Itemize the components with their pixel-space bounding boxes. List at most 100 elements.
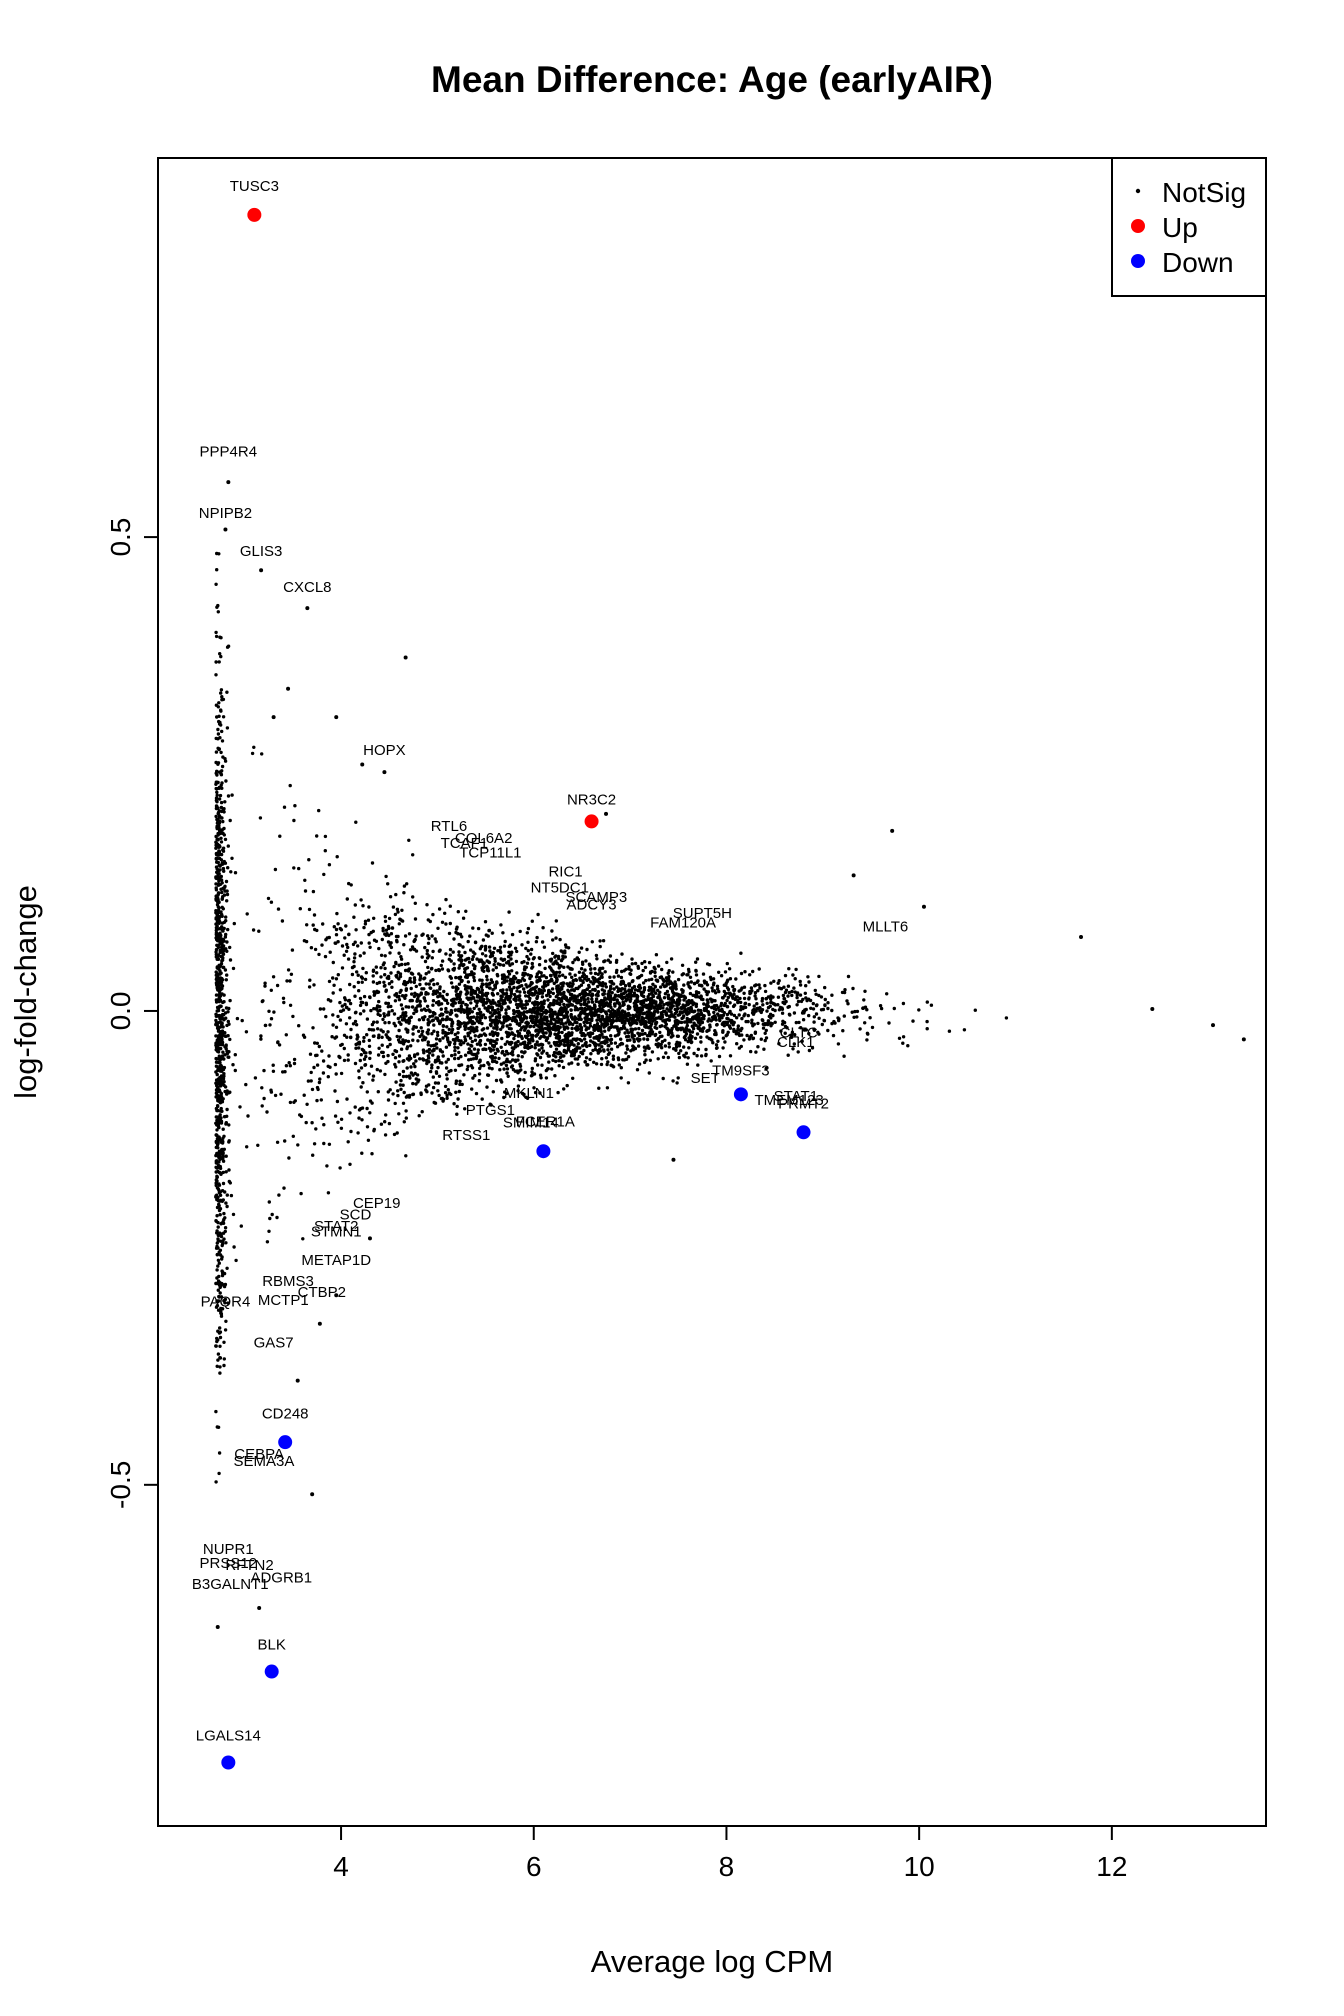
notsig-point — [962, 1028, 967, 1032]
notsig-point — [370, 861, 375, 865]
notsig-point — [307, 907, 312, 912]
notsig-point — [581, 990, 585, 994]
notsig-point — [215, 1088, 219, 1092]
notsig-point — [365, 1017, 370, 1021]
notsig-point — [326, 1191, 331, 1195]
notsig-point — [492, 946, 497, 950]
notsig-point — [737, 1028, 741, 1032]
notsig-point — [404, 1039, 408, 1043]
notsig-point — [430, 1014, 435, 1018]
notsig-point — [381, 963, 385, 967]
notsig-point — [215, 1364, 219, 1369]
notsig-point — [581, 979, 585, 983]
notsig-point — [271, 1069, 276, 1074]
notsig-point — [557, 956, 561, 961]
notsig-point — [218, 1061, 222, 1065]
notsig-point — [214, 1344, 218, 1348]
notsig-point — [225, 940, 229, 944]
notsig-point — [214, 970, 218, 974]
notsig-point — [677, 1044, 682, 1048]
notsig-point — [778, 1005, 783, 1010]
notsig-point — [489, 1103, 493, 1107]
notsig-point — [656, 964, 661, 968]
notsig-point — [686, 973, 690, 977]
notsig-point — [448, 975, 452, 979]
notsig-point — [217, 1274, 221, 1279]
notsig-point — [245, 912, 249, 916]
notsig-point — [357, 1046, 361, 1050]
notsig-point — [520, 1036, 524, 1041]
notsig-point — [403, 962, 407, 966]
notsig-point — [222, 1340, 226, 1345]
notsig-point — [560, 1059, 564, 1064]
notsig-point — [801, 1018, 806, 1022]
notsig-point — [480, 982, 484, 986]
notsig-point — [718, 1018, 722, 1023]
notsig-point — [769, 1021, 773, 1025]
notsig-point — [660, 1040, 665, 1044]
notsig-point — [455, 1104, 459, 1109]
notsig-point — [219, 910, 223, 914]
notsig-point — [362, 1035, 366, 1040]
notsig-point — [414, 984, 418, 989]
notsig-point — [925, 1027, 929, 1031]
notsig-point — [487, 928, 492, 933]
notsig-point — [214, 1145, 218, 1150]
notsig-point — [292, 1100, 296, 1105]
notsig-point — [335, 911, 339, 916]
notsig-point — [527, 957, 531, 961]
notsig-point — [420, 1029, 425, 1034]
notsig-point — [761, 1003, 765, 1007]
notsig-point — [352, 956, 357, 960]
notsig-point — [692, 1051, 696, 1056]
notsig-point — [313, 927, 317, 932]
notsig-point — [809, 1006, 813, 1010]
notsig-point — [450, 1022, 454, 1026]
notsig-point — [517, 1069, 522, 1073]
notsig-point — [371, 968, 376, 972]
notsig-point — [405, 882, 409, 886]
notsig-point — [407, 1074, 411, 1078]
notsig-point — [542, 999, 546, 1003]
notsig-point — [620, 1020, 624, 1025]
notsig-point — [487, 945, 492, 949]
notsig-point — [666, 1028, 671, 1033]
notsig-point — [492, 1039, 497, 1044]
notsig-point — [409, 1071, 414, 1075]
notsig-point — [357, 1069, 361, 1073]
notsig-point — [362, 925, 366, 930]
notsig-point — [452, 999, 456, 1004]
notsig-point — [643, 965, 648, 970]
notsig-point — [217, 1038, 221, 1042]
notsig-point — [462, 1041, 466, 1045]
notsig-point — [428, 1015, 432, 1019]
notsig-point — [231, 1212, 236, 1217]
notsig-point — [667, 1045, 671, 1049]
notsig-point — [379, 966, 383, 970]
notsig-point — [426, 1040, 430, 1044]
notsig-point — [216, 1288, 220, 1292]
notsig-point — [621, 1010, 625, 1014]
notsig-point — [674, 1048, 678, 1052]
notsig-point — [691, 1015, 696, 1019]
notsig-point — [680, 973, 684, 977]
notsig-point — [792, 1011, 797, 1015]
notsig-point — [222, 1363, 226, 1368]
notsig-point — [750, 989, 754, 993]
notsig-point — [443, 1091, 448, 1095]
notsig-point — [323, 849, 327, 853]
notsig-point — [549, 1044, 553, 1048]
notsig-point — [410, 1005, 415, 1009]
notsig-point — [702, 1026, 706, 1030]
notsig-point — [219, 688, 224, 692]
notsig-point — [645, 1034, 650, 1038]
notsig-point — [414, 934, 418, 938]
notsig-point — [307, 985, 312, 989]
notsig-point — [603, 982, 608, 986]
notsig-point — [925, 1019, 929, 1024]
notsig-point — [215, 1299, 219, 1303]
notsig-point — [452, 937, 456, 941]
notsig-point — [577, 1054, 581, 1059]
notsig-point — [530, 1066, 534, 1071]
notsig-point — [501, 988, 505, 992]
